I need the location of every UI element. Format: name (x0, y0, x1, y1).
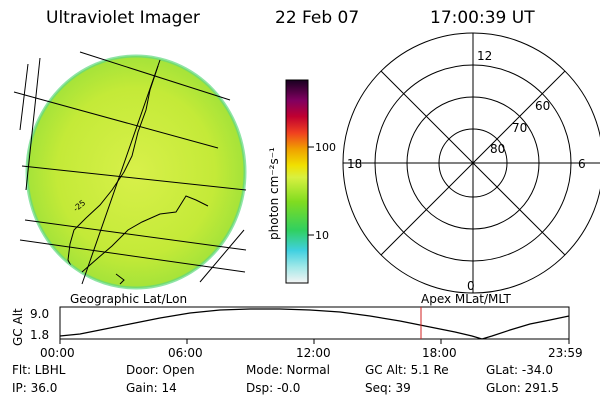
lat-label-70: 70 (512, 121, 527, 135)
apex-label: Apex MLat/MLT (421, 292, 511, 306)
alt-xtick-0: 00:00 (40, 346, 75, 360)
colorbar-tick-10: 10 (315, 229, 329, 242)
geographic-label: Geographic Lat/Lon (70, 292, 188, 306)
alt-xtick-1: 06:00 (168, 346, 203, 360)
colorbar-tick-100: 100 (315, 141, 336, 154)
lat-label-80: 80 (490, 142, 505, 156)
alt-xtick-3: 18:00 (422, 346, 457, 360)
lat-label-60: 60 (535, 99, 550, 113)
info-glat: GLat: -34.0 (486, 363, 553, 377)
uv-disc-edge (25, 54, 247, 290)
info-gcalt: GC Alt: 5.1 Re (365, 363, 449, 377)
uv-disc (27, 56, 245, 288)
colorbar-gradient (285, 79, 309, 284)
time-label: 17:00:39 UT (430, 8, 535, 28)
alt-ylabel: GC Alt (11, 308, 25, 346)
date-label: 22 Feb 07 (275, 8, 360, 28)
alt-xtick-4: 23:59 (548, 346, 583, 360)
alt-ymax: 9.0 (30, 307, 49, 321)
info-glon: GLon: 291.5 (486, 381, 559, 395)
info-seq: Seq: 39 (365, 381, 411, 395)
colorbar-unit-label: photon cm⁻²s⁻¹ (267, 147, 281, 240)
info-door: Door: Open (126, 363, 195, 377)
alt-xtick-2: 12:00 (296, 346, 331, 360)
info-ip: IP: 36.0 (12, 381, 58, 395)
mlt-label-12: 12 (477, 49, 492, 63)
altitude-curve (59, 308, 570, 340)
alt-ymin: 1.8 (30, 328, 49, 342)
mlt-label-6: 6 (578, 157, 586, 171)
info-dsp: Dsp: -0.0 (246, 381, 301, 395)
info-gain: Gain: 14 (126, 381, 177, 395)
info-mode: Mode: Normal (246, 363, 330, 377)
mlt-label-18: 18 (347, 157, 362, 171)
app-title: Ultraviolet Imager (46, 8, 200, 28)
info-flt: Flt: LBHL (12, 363, 66, 377)
mlt-label-0: 0 (467, 279, 475, 293)
coastline (67, 65, 209, 285)
